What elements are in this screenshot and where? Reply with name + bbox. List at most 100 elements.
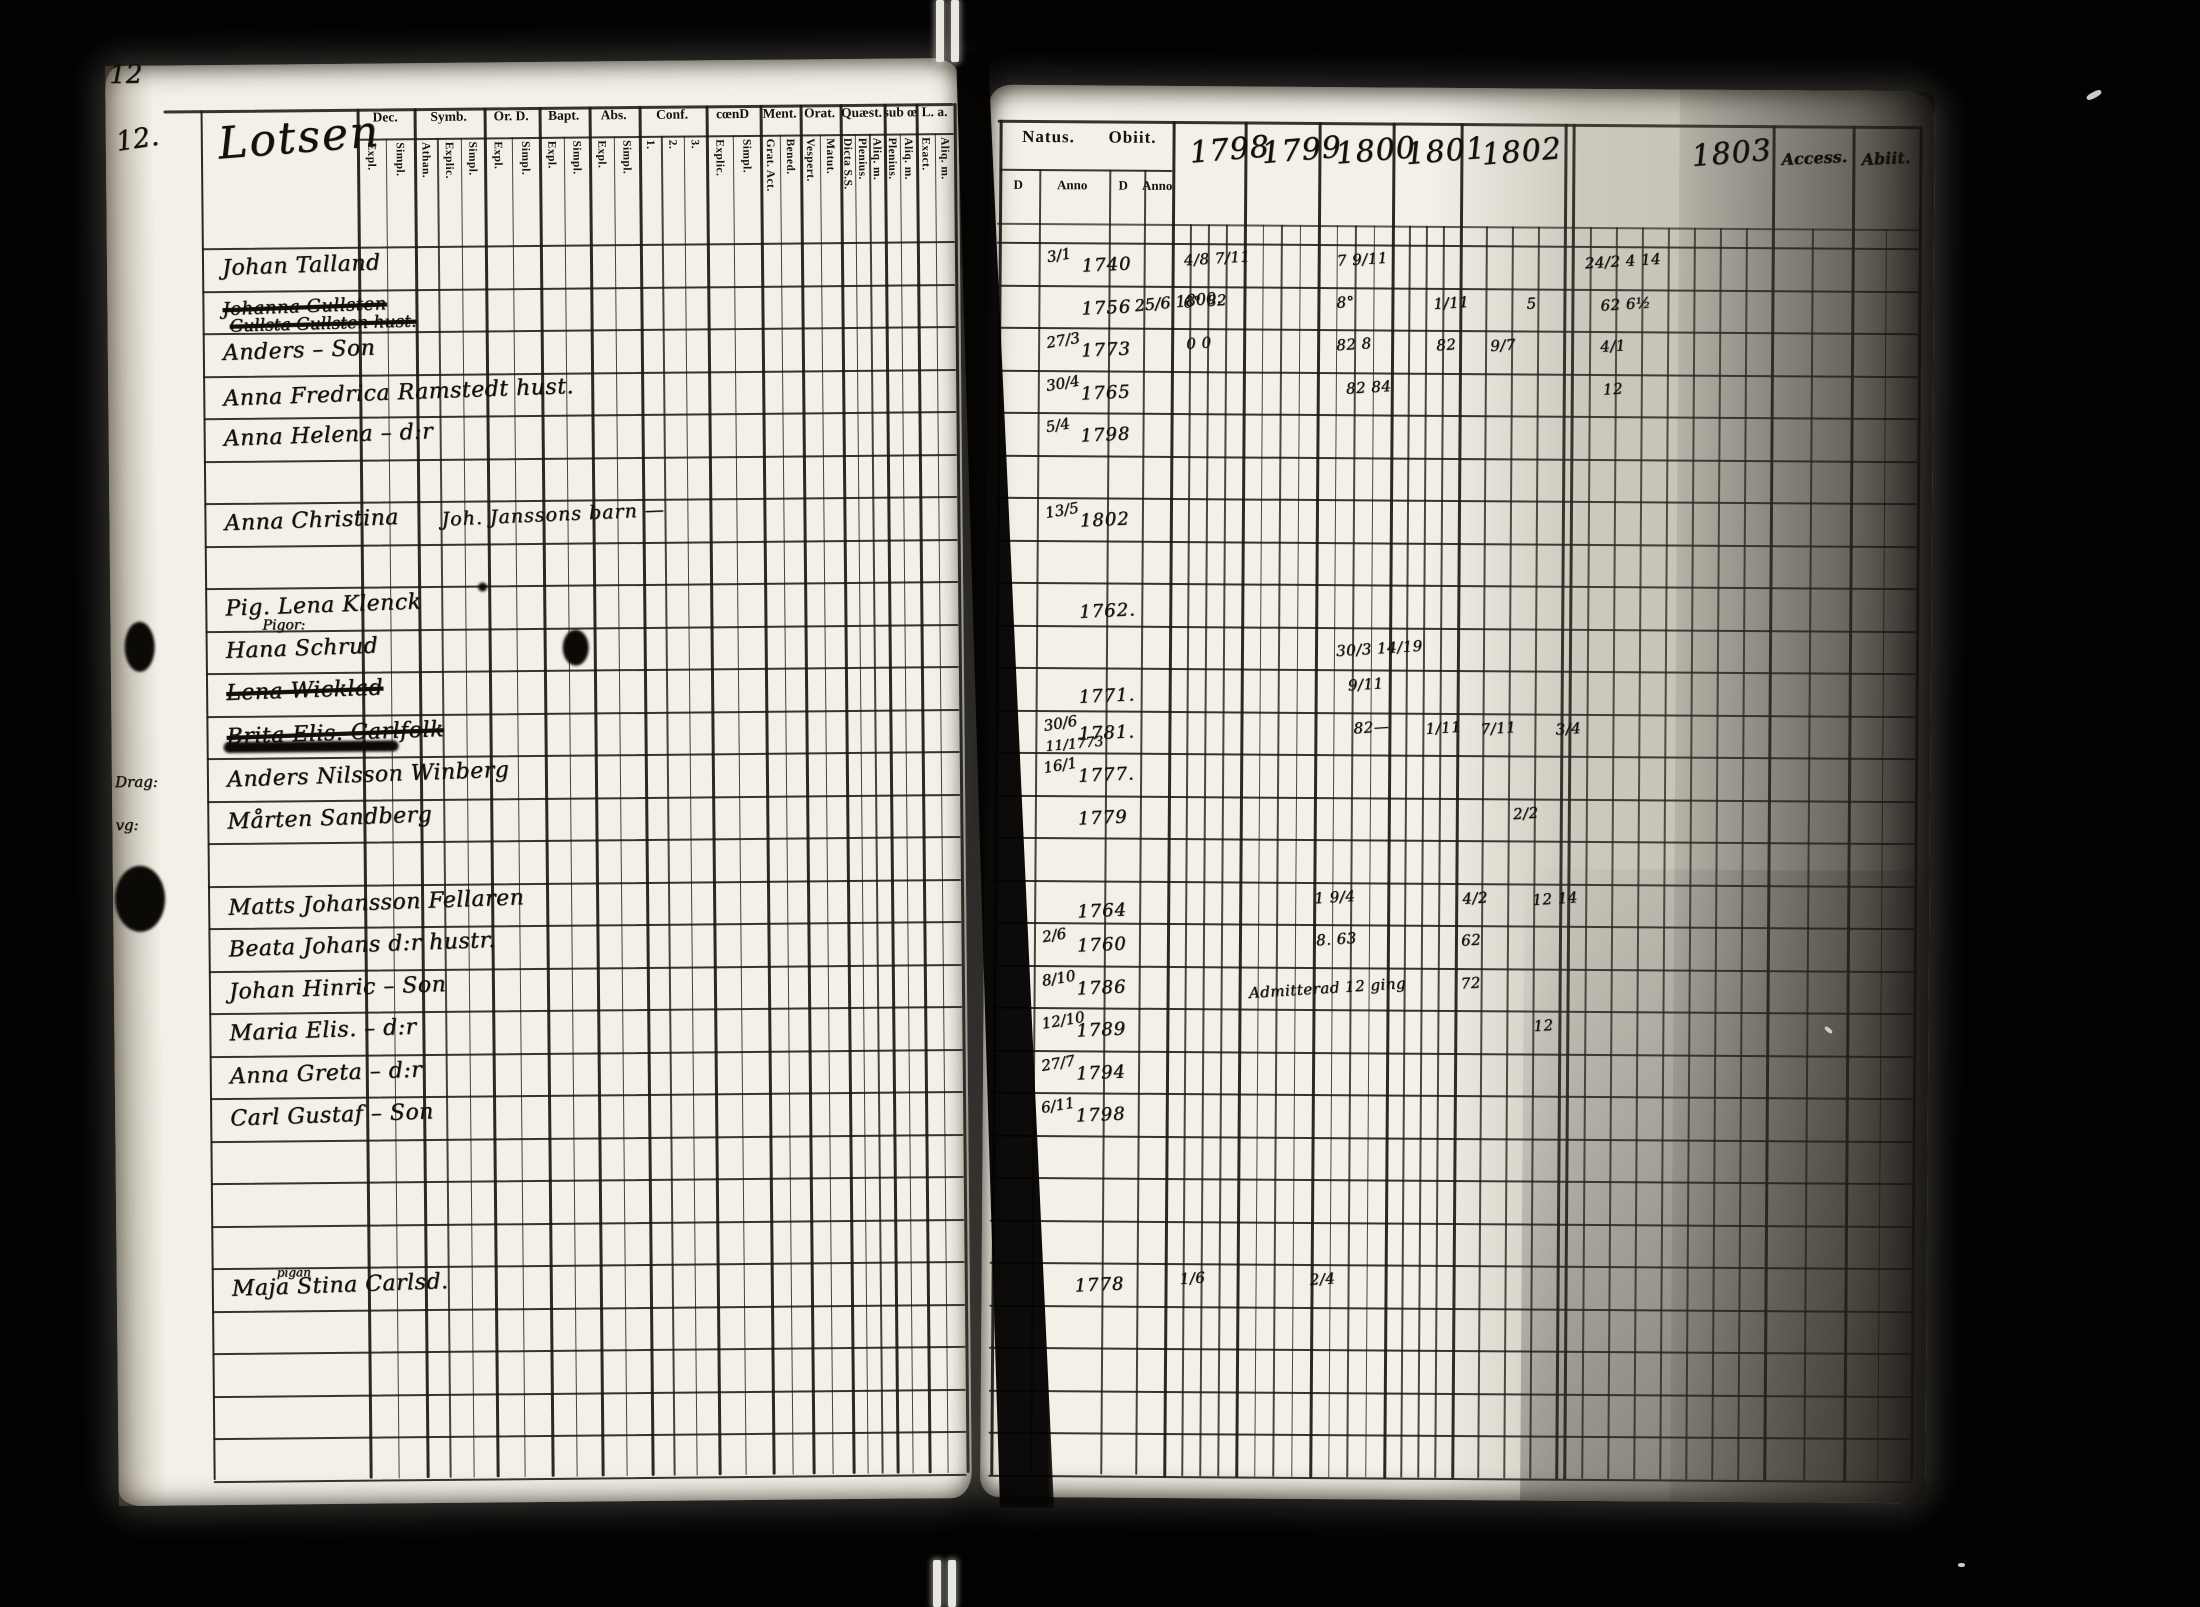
- subcolumn-label-text: Simpl.: [740, 138, 753, 174]
- subcolumn-line: [511, 137, 526, 1478]
- column-group-label: Ment.: [762, 105, 797, 121]
- subcolumn-line: [1607, 227, 1618, 1480]
- natus-extra-date: 11/1773: [1044, 733, 1105, 755]
- row-line: [990, 1134, 1913, 1143]
- year-label: 1803: [1690, 132, 1774, 175]
- row-line: [992, 921, 1915, 931]
- row-line: [990, 1176, 1913, 1186]
- right-ledger-page: Natus. Obiit. D Anno D Anno Access. Abii…: [980, 84, 1935, 1504]
- subcolumn-label-text: Expl.: [545, 140, 558, 169]
- column-group-label: Abs.: [600, 107, 627, 123]
- subcolumn-label: Athan.: [414, 142, 438, 242]
- natus-day: 30/6: [1042, 711, 1079, 735]
- abiit-column-header: Abiit.: [1861, 147, 1911, 170]
- row-line: [989, 1304, 1912, 1313]
- natus-year: 1778: [1074, 1273, 1125, 1297]
- attendance-mark: 1 9/4: [1313, 886, 1356, 907]
- subcolumn-line: [1529, 226, 1540, 1479]
- natus-year: 1789: [1075, 1018, 1127, 1042]
- year-label: 1801: [1404, 130, 1488, 173]
- attendance-mark: 3/4: [1554, 718, 1582, 739]
- natus-column-header: Natus.: [1022, 126, 1076, 147]
- row-line: [993, 666, 1916, 676]
- column-line: [915, 103, 932, 1474]
- row-line: [991, 1049, 1914, 1058]
- subcolumn-label-text: Explic.: [713, 139, 726, 177]
- subcolumn-label-text: Simpl.: [393, 142, 406, 177]
- subcolumn-label: Aliq. m.: [869, 138, 885, 238]
- row-line: [995, 496, 1918, 506]
- natus-day: 13/5: [1043, 498, 1080, 522]
- film-frame-mark-bottom: [933, 1560, 941, 1607]
- subcolumn-label-text: 2.: [666, 139, 679, 150]
- subcolumn-label: Expl.: [484, 141, 512, 241]
- natus-year: 1794: [1075, 1060, 1127, 1085]
- resident-name: Anna Helena – d:r: [223, 419, 434, 452]
- attendance-mark: 2/2: [1512, 803, 1540, 823]
- resident-name: Maria Elis. – d:r: [228, 1014, 417, 1047]
- corner-page-number: 12: [109, 59, 143, 91]
- column-line: [883, 103, 900, 1474]
- subcolumn-label: Simpl.: [461, 141, 485, 241]
- film-frame-mark-bottom: [948, 1560, 956, 1607]
- attendance-mark: 12: [1602, 378, 1624, 399]
- year-label: 1798: [1188, 129, 1272, 171]
- subcolumn-label: Exact.: [916, 137, 936, 237]
- subcolumn-label: Expl.: [357, 142, 386, 242]
- column-group-label: Orat.: [803, 105, 836, 121]
- attendance-mark: 4/2: [1461, 887, 1489, 908]
- page-number: 12.: [113, 120, 161, 158]
- natus-year: 1802: [1079, 508, 1131, 532]
- row-line: [988, 1389, 1911, 1398]
- natus-day: 8/10: [1040, 966, 1077, 990]
- resident-name: Beata Johans d:r hustr.: [228, 927, 497, 963]
- row-line: [992, 794, 1915, 803]
- subcolumn-line: [1199, 224, 1210, 1477]
- subcolumn-label: Bened.: [780, 138, 801, 238]
- subcolumn-label: Expl.: [539, 141, 565, 241]
- attendance-mark: 7/11: [1479, 717, 1517, 738]
- row-line: [994, 624, 1917, 633]
- subcolumn-line: [1290, 224, 1301, 1477]
- category-label: Pigor:: [262, 617, 306, 634]
- row-line: [993, 709, 1916, 718]
- attendance-mark: 72: [1460, 972, 1482, 993]
- subcolumn-line: [732, 135, 748, 1476]
- margin-note: vg:: [115, 815, 139, 834]
- subcolumn-label: Plenius.: [855, 138, 871, 238]
- column-group-label: Dec.: [372, 109, 398, 125]
- column-group-label: sub œ: [883, 104, 918, 120]
- subcolumn-label: Aliq. m.: [900, 137, 917, 237]
- attendance-mark: 1/6: [1179, 1268, 1206, 1288]
- attendance-mark: 24/2 4 14: [1584, 249, 1662, 273]
- subcolumn-label-text: Exact.: [919, 137, 932, 171]
- subcolumn-label: Plenius.: [884, 138, 901, 238]
- column-group-label: Or. D.: [493, 108, 529, 124]
- subcolumn-label-text: Grat. Act.: [763, 138, 777, 192]
- row-line: [992, 879, 1915, 888]
- resident-name: Maja Stina Carlsd.: [231, 1269, 449, 1302]
- row-line: [996, 326, 1919, 336]
- row-line: [990, 1219, 1912, 1228]
- subcolumn-label-text: Vespert.: [803, 138, 817, 182]
- subcolumn-line: [1181, 224, 1192, 1477]
- attendance-mark: 12 14: [1531, 887, 1579, 909]
- attendance-mark: 82 84: [1345, 376, 1392, 398]
- attendance-mark: 12: [1532, 1015, 1555, 1036]
- subcolumn-line: [1253, 224, 1264, 1477]
- subcolumn-label-text: Simpl.: [466, 141, 479, 176]
- attendance-mark: 1/11: [1424, 717, 1462, 738]
- resident-name: Lena Wicklad: [225, 675, 384, 707]
- subcolumn-line: [934, 133, 950, 1474]
- margin-line: [200, 110, 216, 1481]
- ink-blot: [562, 629, 589, 666]
- row-line: [996, 284, 1919, 293]
- subcolumn-label-text: Expl.: [491, 141, 504, 170]
- subcolumn-line: [1803, 228, 1814, 1481]
- subcolumn-line: [1633, 227, 1644, 1480]
- resident-name: Johan Hinric – Son: [228, 971, 447, 1005]
- natus-year: 1798: [1075, 1103, 1127, 1127]
- column-group-label: cœnD: [716, 105, 750, 122]
- natus-day: 5/4: [1044, 414, 1072, 437]
- subcolumn-line: [683, 135, 698, 1476]
